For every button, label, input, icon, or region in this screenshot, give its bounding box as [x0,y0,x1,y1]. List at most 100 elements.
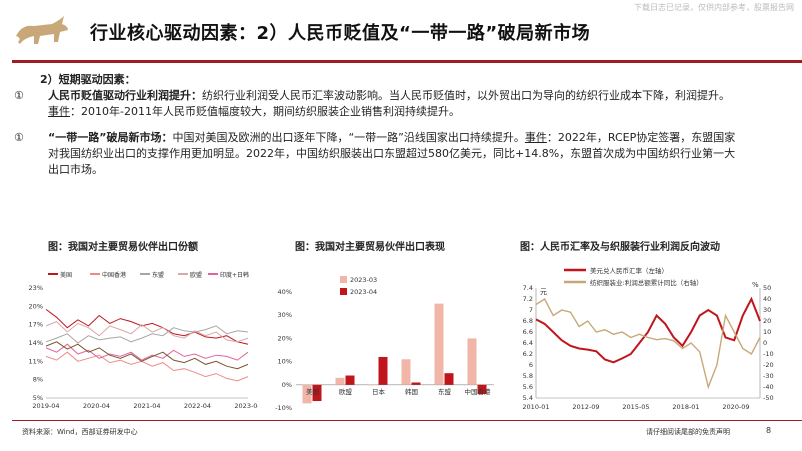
y-right-tick-6: 0 [763,339,767,347]
source-note: 资料来源：Wind，西部证券研发中心 [22,428,138,436]
series-line-3 [45,325,249,344]
point-2-text: 中国对美国及欧洲的出口逐年下降，“一带一路”沿线国家出口持续提升。 [172,131,525,144]
y-tick-6: 40% [278,288,292,296]
bar-2-4 [411,382,421,385]
y-tick-2: 0% [282,381,292,389]
footer-divider [12,420,802,421]
y-tick-3: 10% [278,358,292,366]
point-2-title: “一带一路”破局新市场： [48,131,173,144]
series-line-2 [45,351,249,382]
disclaimer-link[interactable]: 请仔细阅读尾部的免责声明 [646,428,730,436]
right-axis-unit: % [752,281,759,289]
chart-2-title: 图：我国对主要贸易伙伴出口表现 [295,242,445,253]
y-right-tick-1: -50 [763,394,774,402]
point-1-number: ① [14,89,24,102]
point-1-title: 人民币贬值驱动行业利润提升： [48,89,202,102]
y-tick-5: 30% [278,311,292,319]
page-number: 8 [766,426,772,435]
point-1-event-text: ：2010年-2011年人民币贬值幅度较大，期间纺织服装企业销售利润持续提升。 [70,105,460,118]
y-right-tick-8: 20 [763,317,771,325]
y-right-tick-3: -30 [763,372,774,380]
category-label-5: 东盟 [438,387,452,396]
bar-2-1 [312,384,322,402]
bar-1-5 [434,303,444,385]
y-right-tick-2: -40 [763,383,774,391]
y-left-tick-1: 5.4 [523,394,533,402]
x-tick-1: 2019-04 [32,402,59,410]
y-left-tick-4: 6 [529,361,533,369]
y-tick-5: 17% [29,321,43,329]
y-left-tick-10: 7.2 [523,295,533,303]
point-2-event-text: ：2022年，RCEP协定签署，东盟国家对我国纺织业出口的支撑作用更加明显。20… [48,131,736,176]
legend-label-1: 2023-03 [350,276,377,284]
legend-label-1: 美元兑人民币汇率（左轴） [590,266,668,275]
chart-3-fx-vs-profit: 美元兑人民币汇率（左轴） 纺织服装业:利润总额累计同比（右轴） 元% 5.4 5.6 5.… [522,266,774,411]
left-axis-unit: 元 [540,288,547,296]
body-text: 2）短期驱动因素： ① 人民币贬值驱动行业利润提升：纺织行业利润受人民币汇率波动… [14,72,738,178]
y-tick-1: 5% [33,394,43,402]
series-line-6 [45,341,249,370]
legend-label-4: 欧盟 [190,271,202,279]
category-label-1: 美国 [306,387,319,396]
y-right-tick-9: 30 [763,306,771,314]
y-left-tick-9: 7 [529,306,533,314]
header: 行业核心驱动因素：2）人民币贬值及“一带一路”破局新市场 下载日志已记录，仅供内… [0,0,802,58]
series-line-2 [535,297,761,390]
y-right-tick-4: -20 [763,361,774,369]
y-tick-1: -10% [275,404,292,412]
legend-label-5: 印度+日韩 [220,271,249,279]
bar-2-5 [444,373,454,385]
series-line-1 [535,296,761,364]
y-left-tick-2: 5.6 [523,383,533,391]
point-2-number: ① [14,131,24,144]
x-tick-2: 2012-09 [572,403,599,411]
y-right-tick-7: 10 [763,328,771,336]
header-divider [12,60,802,63]
bar-1-2 [335,377,345,385]
series-line-4 [45,321,249,343]
x-tick-3: 2015-05 [622,403,649,411]
legend-swatch-2 [340,288,347,295]
bull-logo-icon [16,16,68,44]
chart-2-export-performance: 2023-03 2023-04 -10% 0% 10% 20% 30% 40% 美国 欧盟 日本 韩国… [275,276,494,412]
x-tick-5: 2023-04 [234,402,258,410]
legend-swatch-1 [340,276,347,283]
y-left-tick-11: 7.4 [523,284,533,292]
category-label-2: 欧盟 [339,387,353,396]
y-left-tick-7: 6.6 [523,328,533,336]
legend-label-2: 中国香港 [102,271,126,279]
y-tick-6: 20% [29,302,43,310]
bar-1-3 [368,384,378,386]
y-tick-3: 11% [29,357,43,365]
x-tick-4: 2018-01 [672,403,699,411]
y-left-tick-6: 6.4 [523,339,533,347]
y-tick-4: 14% [29,339,43,347]
section-heading: 2）短期驱动因素： [40,73,136,86]
page-title: 行业核心驱动因素：2）人民币贬值及“一带一路”破局新市场 [90,23,591,44]
x-tick-3: 2021-04 [133,402,160,410]
y-right-tick-11: 50 [763,284,771,292]
category-label-4: 韩国 [405,387,418,396]
y-left-tick-5: 6.2 [523,350,533,358]
y-tick-4: 20% [278,334,292,342]
chart-3-title: 图：人民币汇率及与织服装行业利润反向波动 [520,242,720,253]
y-left-tick-3: 5.8 [523,372,533,380]
legend-label-2: 2023-04 [350,288,377,296]
chart-1-export-share: 美国 中国香港 东盟 欧盟 印度+日韩 5% 8% 11% 14% 17% 20% 23% 2019-0… [29,271,258,410]
y-left-tick-8: 6.8 [523,317,533,325]
y-right-tick-5: -10 [763,350,774,358]
x-tick-5: 2020-09 [722,403,749,411]
bar-1-1 [302,384,312,404]
chart-1-title: 图：我国对主要贸易伙伴出口份额 [48,242,198,253]
bar-2-2 [345,375,355,385]
category-label-3: 日本 [372,387,386,396]
legend-label-1: 美国 [60,271,72,279]
bar-2-3 [378,356,388,385]
x-tick-2: 2020-04 [83,402,110,410]
series-line-1 [45,308,249,345]
point-2: ① “一带一路”破局新市场：中国对美国及欧洲的出口逐年下降，“一带一路”沿线国家… [14,130,738,178]
point-1-event-label: 事件 [48,105,70,118]
point-1: ① 人民币贬值驱动行业利润提升：纺织行业利润受人民币汇率波动影响。当人民币贬值时… [14,88,738,120]
watermark: 下载日志已记录，仅供内部参考，股票报告网 [634,3,794,12]
bar-1-6 [467,338,477,385]
